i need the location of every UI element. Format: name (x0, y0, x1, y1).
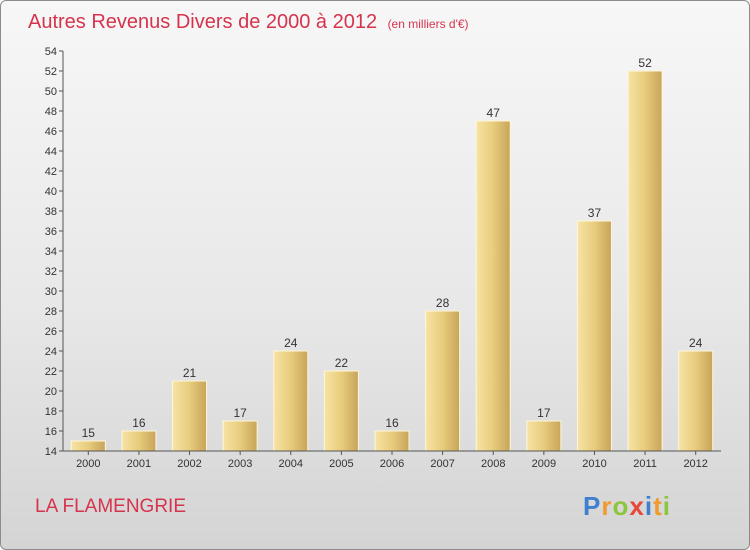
bar (678, 350, 714, 452)
bar (273, 350, 309, 452)
y-tick-label: 20 (45, 386, 57, 398)
logo-letter: i (662, 491, 671, 521)
y-tick-label: 28 (45, 306, 57, 318)
bar (323, 370, 359, 452)
bar (425, 310, 461, 452)
y-tick-label: 36 (45, 226, 57, 238)
bar-value-label: 22 (335, 356, 349, 370)
y-tick-label: 42 (45, 166, 57, 178)
x-tick-label: 2003 (228, 458, 252, 470)
bar (70, 440, 106, 452)
bar (222, 420, 258, 452)
x-tick-label: 2004 (279, 458, 303, 470)
logo-letter: i (644, 491, 654, 521)
bar-value-label: 17 (537, 406, 551, 420)
proxiti-logo: Proxiti (583, 491, 671, 522)
x-tick-label: 2006 (380, 458, 404, 470)
x-tick-label: 2012 (683, 458, 707, 470)
x-tick-label: 2010 (582, 458, 606, 470)
bar (121, 430, 157, 452)
bar (627, 70, 663, 452)
y-tick-label: 50 (45, 86, 57, 98)
bar-value-label: 24 (689, 336, 703, 350)
y-tick-label: 18 (45, 406, 57, 418)
y-tick-label: 48 (45, 106, 57, 118)
x-tick-label: 2009 (532, 458, 556, 470)
y-tick-label: 16 (45, 426, 57, 438)
logo-letter: x (629, 491, 645, 521)
y-tick-label: 52 (45, 66, 57, 78)
x-tick-label: 2007 (430, 458, 454, 470)
bar-value-label: 52 (638, 56, 652, 70)
bar-value-label: 21 (183, 366, 197, 380)
y-tick-label: 24 (45, 346, 57, 358)
bar (475, 120, 511, 452)
bar-value-label: 16 (132, 416, 146, 430)
bar-value-label: 47 (487, 106, 501, 120)
y-tick-label: 26 (45, 326, 57, 338)
y-tick-label: 40 (45, 186, 57, 198)
x-tick-label: 2000 (76, 458, 100, 470)
bar (576, 220, 612, 452)
y-tick-label: 14 (45, 446, 57, 458)
title-block: Autres Revenus Divers de 2000 à 2012 (en… (28, 11, 469, 34)
logo-letter: t (653, 491, 663, 521)
bar (172, 380, 208, 452)
y-tick-label: 30 (45, 286, 57, 298)
bar-value-label: 28 (436, 296, 450, 310)
logo-letter: o (612, 491, 630, 521)
x-tick-label: 2005 (329, 458, 353, 470)
bar-value-label: 37 (588, 206, 602, 220)
bar-value-label: 24 (284, 336, 298, 350)
bar-value-label: 15 (82, 426, 96, 440)
bar-value-label: 16 (385, 416, 399, 430)
x-tick-label: 2001 (127, 458, 151, 470)
x-tick-label: 2002 (177, 458, 201, 470)
y-tick-label: 46 (45, 126, 57, 138)
x-tick-label: 2011 (633, 458, 657, 470)
y-tick-label: 38 (45, 206, 57, 218)
bar (526, 420, 562, 452)
bar-value-label: 17 (233, 406, 247, 420)
y-tick-label: 44 (45, 146, 57, 158)
y-tick-label: 22 (45, 366, 57, 378)
chart-unit: (en milliers d'€) (387, 17, 469, 31)
x-tick-label: 2008 (481, 458, 505, 470)
y-tick-label: 32 (45, 266, 57, 278)
bar (374, 430, 410, 452)
y-tick-label: 34 (45, 246, 57, 258)
location-name: LA FLAMENGRIE (35, 496, 186, 517)
y-tick-label: 54 (45, 46, 57, 58)
chart-title: Autres Revenus Divers de 2000 à 2012 (28, 11, 378, 33)
logo-letter: P (583, 491, 602, 521)
logo-letter: r (601, 491, 613, 521)
